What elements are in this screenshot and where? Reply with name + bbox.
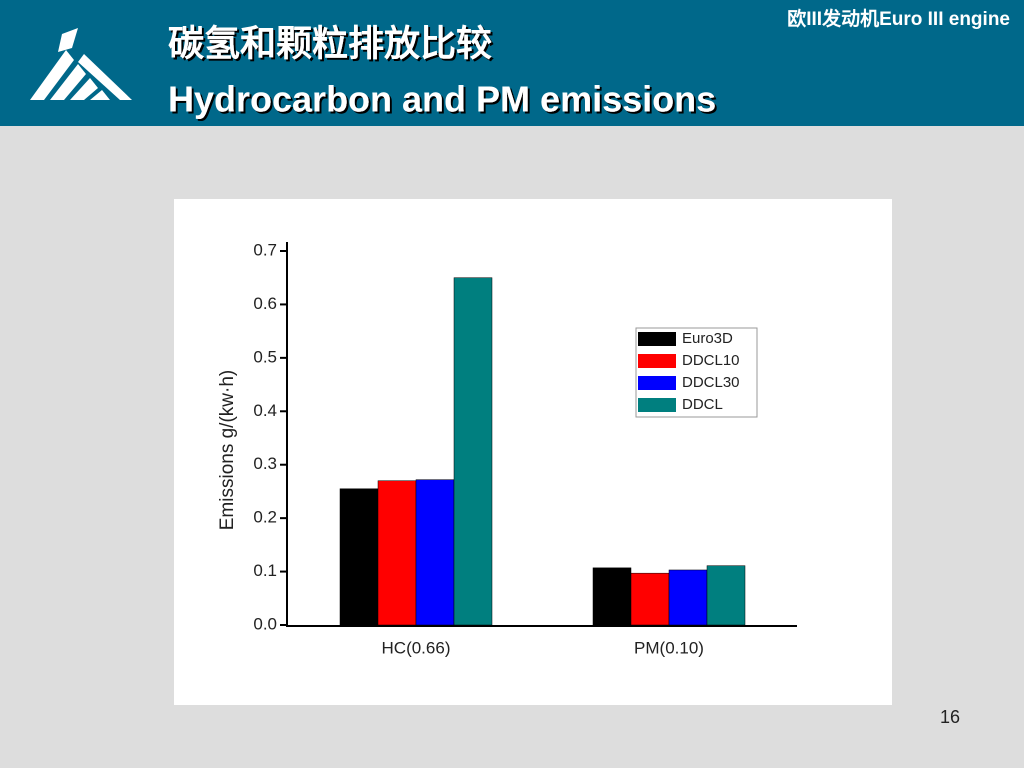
bar <box>415 479 455 626</box>
bar <box>592 567 632 626</box>
legend-label: DDCL30 <box>682 374 740 391</box>
logo <box>30 28 132 100</box>
header-bar <box>0 0 1024 126</box>
bar <box>630 572 670 626</box>
legend-swatch <box>638 376 676 390</box>
bar <box>668 569 708 626</box>
legend-label: DDCL10 <box>682 352 740 369</box>
x-tick-label: PM(0.10) <box>634 638 704 657</box>
y-tick-label: 0.7 <box>253 240 277 259</box>
page-number: 16 <box>940 707 960 727</box>
bar <box>706 565 746 626</box>
legend-swatch <box>638 332 676 346</box>
chart-area <box>174 199 892 705</box>
x-tick-label: HC(0.66) <box>382 638 451 657</box>
legend-label: DDCL <box>682 396 723 413</box>
y-axis-label: Emissions g/(kw·h) <box>217 370 238 530</box>
legend-swatch <box>638 354 676 368</box>
bar <box>377 480 417 626</box>
title-en: Hydrocarbon and PM emissions <box>168 79 716 120</box>
y-tick-label: 0.2 <box>253 508 277 527</box>
legend-swatch <box>638 398 676 412</box>
bar <box>453 277 493 626</box>
y-tick-label: 0.4 <box>253 401 277 420</box>
title-cn: 碳氢和颗粒排放比较 <box>168 23 492 64</box>
y-tick-label: 0.0 <box>253 614 277 633</box>
corner-label: 欧III发动机Euro III engine <box>787 7 1010 30</box>
y-tick-label: 0.1 <box>253 561 277 580</box>
y-tick-label: 0.6 <box>253 294 277 313</box>
y-tick-label: 0.5 <box>253 347 277 366</box>
bar <box>339 488 379 626</box>
y-tick-label: 0.3 <box>253 454 277 473</box>
legend-label: Euro3D <box>682 330 733 347</box>
